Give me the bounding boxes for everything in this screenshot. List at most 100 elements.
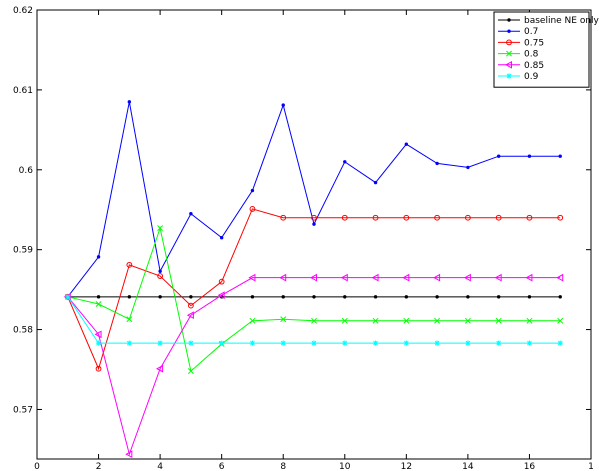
data-point [466, 295, 470, 299]
x-tick-label: 14 [462, 462, 474, 471]
data-point [556, 273, 564, 282]
data-point [158, 269, 162, 273]
x-tick-label: 2 [96, 462, 102, 471]
data-point [281, 295, 285, 299]
legend-item: 0.9 [498, 72, 539, 82]
data-point [526, 214, 533, 221]
data-point [312, 295, 316, 299]
series-3 [64, 206, 564, 372]
data-point [95, 365, 102, 372]
y-tick-label: 0.59 [13, 246, 33, 256]
data-point [466, 165, 470, 170]
series-6 [65, 294, 563, 346]
legend-label: 0.85 [524, 61, 544, 71]
data-point [279, 273, 287, 282]
data-point [126, 261, 133, 268]
data-point [526, 340, 533, 346]
data-point [157, 273, 164, 279]
data-point [496, 295, 501, 299]
y-tick-label: 0.58 [13, 326, 33, 336]
data-point [95, 340, 102, 346]
data-point [280, 340, 286, 346]
data-point [404, 142, 409, 146]
data-point [311, 214, 317, 221]
series-1 [66, 295, 562, 299]
data-point [465, 340, 471, 346]
x-tick-label: 1 [588, 462, 594, 471]
data-point [96, 255, 101, 259]
y-tick-label: 0.62 [13, 6, 33, 16]
legend-marker [506, 50, 512, 57]
data-point [312, 222, 316, 226]
data-point [433, 273, 441, 282]
data-point [557, 317, 564, 324]
data-point [341, 317, 348, 324]
data-point [434, 214, 441, 221]
data-point [217, 291, 225, 300]
data-point [127, 295, 132, 299]
legend-label: 0.7 [524, 27, 538, 37]
data-point [157, 340, 163, 346]
y-tick-label: 0.6 [19, 166, 34, 176]
data-point [402, 273, 410, 282]
data-point [373, 295, 378, 299]
data-point [435, 161, 439, 166]
data-point [463, 273, 471, 282]
legend-marker [507, 29, 511, 33]
data-point [525, 273, 533, 282]
data-point [372, 214, 379, 221]
data-point [372, 317, 379, 324]
data-point [495, 317, 502, 324]
data-point [404, 295, 409, 299]
data-point [189, 212, 193, 216]
data-point [434, 317, 441, 324]
x-tick-label: 16 [524, 462, 536, 471]
data-point [126, 340, 132, 346]
legend-label: 0.75 [524, 38, 544, 48]
series-4 [64, 225, 564, 375]
data-point [496, 154, 501, 158]
data-point [65, 294, 71, 300]
x-tick-label: 12 [401, 462, 412, 471]
data-point [249, 340, 256, 346]
data-point [188, 340, 194, 346]
data-point [158, 295, 162, 299]
data-point [527, 154, 532, 158]
data-point [156, 364, 164, 373]
data-point [435, 295, 439, 299]
x-tick-label: 0 [34, 462, 40, 471]
legend-marker [504, 60, 512, 69]
data-point [218, 278, 225, 285]
data-point [250, 188, 255, 193]
legend-marker [507, 18, 511, 22]
data-point [371, 273, 379, 282]
data-point [186, 311, 194, 320]
series-2 [66, 100, 562, 299]
series-line [67, 277, 561, 456]
data-point [187, 368, 194, 375]
data-point [343, 295, 347, 299]
legend-label: 0.8 [524, 50, 539, 60]
data-point [187, 302, 194, 309]
data-point [249, 317, 256, 324]
data-point [403, 340, 409, 346]
data-point [372, 340, 379, 346]
y-tick-label: 0.61 [13, 86, 33, 96]
y-tick-label: 0.57 [13, 405, 33, 415]
data-point [558, 154, 562, 158]
legend-item: 0.75 [498, 38, 544, 48]
data-point [219, 235, 224, 240]
legend-item: 0.85 [498, 61, 544, 71]
x-axis: 0 2 4 6 8 10 12 14 16 1 [34, 10, 594, 471]
data-point [189, 295, 193, 299]
data-point [311, 317, 317, 324]
series-layer [63, 100, 564, 459]
data-point [434, 340, 440, 346]
legend-label: 0.9 [524, 72, 539, 82]
legend-item: 0.8 [498, 50, 539, 60]
data-point [281, 103, 285, 107]
data-point [127, 100, 132, 104]
data-point [157, 225, 164, 232]
